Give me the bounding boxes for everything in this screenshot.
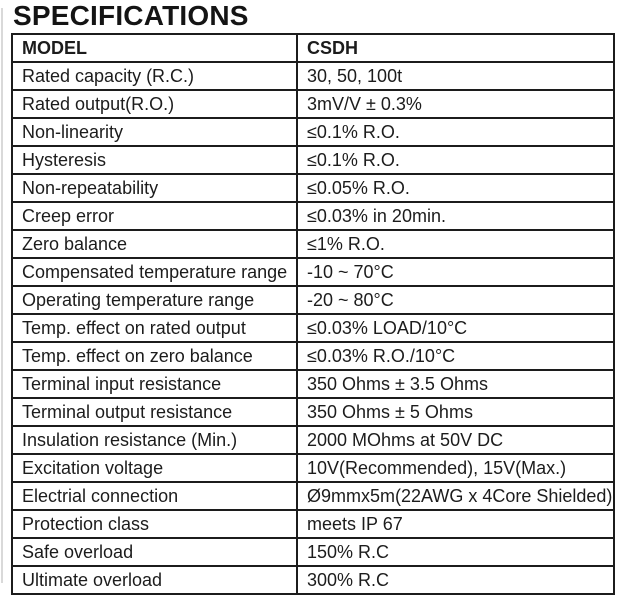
spec-label: Protection class — [11, 509, 298, 539]
spec-label: Safe overload — [11, 537, 298, 567]
table-row: Temp. effect on rated output ≤0.03% LOAD… — [11, 313, 615, 343]
table-row: Insulation resistance (Min.) 2000 MOhms … — [11, 425, 615, 455]
spec-label: Electrial connection — [11, 481, 298, 511]
specifications-table: MODEL CSDH Rated capacity (R.C.) 30, 50,… — [11, 33, 615, 595]
scan-edge-artifact — [1, 8, 3, 583]
spec-value: ≤0.03% R.O./10°C — [296, 341, 615, 371]
table-row: Electrial connection Ø9mmx5m(22AWG x 4Co… — [11, 481, 615, 511]
table-row: Terminal output resistance 350 Ohms ± 5 … — [11, 397, 615, 427]
spec-label: Non-repeatability — [11, 173, 298, 203]
spec-label: Insulation resistance (Min.) — [11, 425, 298, 455]
table-row: Compensated temperature range -10 ~ 70°C — [11, 257, 615, 287]
spec-value: Ø9mmx5m(22AWG x 4Core Shielded) — [296, 481, 615, 511]
table-row: Creep error ≤0.03% in 20min. — [11, 201, 615, 231]
table-header-row: MODEL CSDH — [11, 33, 615, 63]
spec-label: Zero balance — [11, 229, 298, 259]
table-row: Protection class meets IP 67 — [11, 509, 615, 539]
header-cell-csdh: CSDH — [296, 33, 615, 63]
spec-value: 3mV/V ± 0.3% — [296, 89, 615, 119]
spec-value: meets IP 67 — [296, 509, 615, 539]
spec-value: 150% R.C — [296, 537, 615, 567]
page-title: SPECIFICATIONS — [13, 0, 249, 31]
spec-value: ≤0.05% R.O. — [296, 173, 615, 203]
table-row: Terminal input resistance 350 Ohms ± 3.5… — [11, 369, 615, 399]
spec-value: ≤0.03% LOAD/10°C — [296, 313, 615, 343]
spec-value: ≤0.1% R.O. — [296, 117, 615, 147]
spec-label: Hysteresis — [11, 145, 298, 175]
table-row: Operating temperature range -20 ~ 80°C — [11, 285, 615, 315]
spec-label: Ultimate overload — [11, 565, 298, 595]
spec-value: 2000 MOhms at 50V DC — [296, 425, 615, 455]
table-row: Non-repeatability ≤0.05% R.O. — [11, 173, 615, 203]
spec-value: 10V(Recommended), 15V(Max.) — [296, 453, 615, 483]
spec-value: 300% R.C — [296, 565, 615, 595]
spec-label: Temp. effect on rated output — [11, 313, 298, 343]
spec-label: Rated output(R.O.) — [11, 89, 298, 119]
spec-value: ≤0.1% R.O. — [296, 145, 615, 175]
table-row: Ultimate overload 300% R.C — [11, 565, 615, 595]
table-row: Safe overload 150% R.C — [11, 537, 615, 567]
header-cell-model: MODEL — [11, 33, 298, 63]
table-row: Temp. effect on zero balance ≤0.03% R.O.… — [11, 341, 615, 371]
spec-label: Non-linearity — [11, 117, 298, 147]
spec-label: Rated capacity (R.C.) — [11, 61, 298, 91]
spec-label: Temp. effect on zero balance — [11, 341, 298, 371]
table-row: Rated output(R.O.) 3mV/V ± 0.3% — [11, 89, 615, 119]
table-row: Rated capacity (R.C.) 30, 50, 100t — [11, 61, 615, 91]
spec-label: Terminal input resistance — [11, 369, 298, 399]
spec-label: Operating temperature range — [11, 285, 298, 315]
spec-value: -10 ~ 70°C — [296, 257, 615, 287]
spec-value: 30, 50, 100t — [296, 61, 615, 91]
spec-label: Compensated temperature range — [11, 257, 298, 287]
table-row: Excitation voltage 10V(Recommended), 15V… — [11, 453, 615, 483]
table-row: Zero balance ≤1% R.O. — [11, 229, 615, 259]
spec-label: Creep error — [11, 201, 298, 231]
spec-value: ≤0.03% in 20min. — [296, 201, 615, 231]
spec-value: 350 Ohms ± 3.5 Ohms — [296, 369, 615, 399]
spec-value: ≤1% R.O. — [296, 229, 615, 259]
table-row: Hysteresis ≤0.1% R.O. — [11, 145, 615, 175]
spec-value: -20 ~ 80°C — [296, 285, 615, 315]
spec-label: Excitation voltage — [11, 453, 298, 483]
spec-label: Terminal output resistance — [11, 397, 298, 427]
spec-value: 350 Ohms ± 5 Ohms — [296, 397, 615, 427]
table-row: Non-linearity ≤0.1% R.O. — [11, 117, 615, 147]
